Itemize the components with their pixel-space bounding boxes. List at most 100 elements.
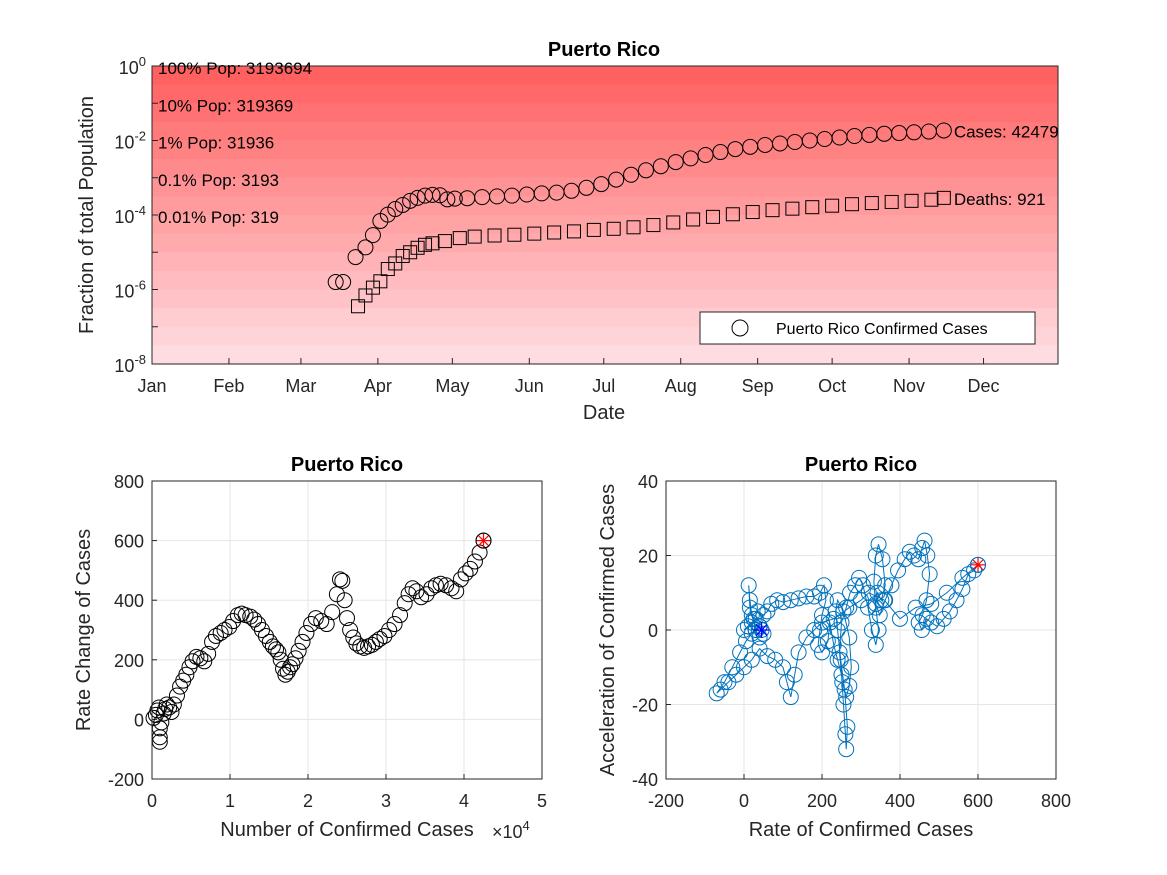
population-band bbox=[152, 66, 1058, 86]
br-data-point bbox=[839, 718, 856, 735]
top-x-tick-label: Jul bbox=[592, 376, 615, 396]
br-data-point bbox=[817, 592, 834, 609]
population-band bbox=[152, 84, 1058, 104]
legend-box bbox=[699, 311, 1036, 345]
cases-marker bbox=[935, 122, 952, 139]
bl-data-point bbox=[452, 571, 469, 588]
br-data-point bbox=[829, 651, 846, 668]
br-data-point bbox=[851, 569, 868, 586]
br-data-point bbox=[838, 599, 855, 616]
bl-data-point bbox=[339, 610, 355, 627]
br-y-tick-label: 20 bbox=[638, 547, 658, 567]
deaths-marker bbox=[825, 198, 840, 213]
cases-marker bbox=[327, 274, 344, 291]
deaths-marker bbox=[437, 234, 452, 249]
br-data-point bbox=[923, 595, 940, 612]
top-chart-panel: Jan Feb Mar Apr May Jun Jul Aug Sep Oct Nov Dec 100 1… bbox=[76, 39, 1059, 424]
br-series-line-markers bbox=[708, 532, 986, 758]
top-x-tick-label: May bbox=[435, 376, 469, 396]
br-data-point bbox=[923, 614, 940, 631]
bl-data-point bbox=[443, 580, 460, 597]
bl-data-point bbox=[178, 666, 195, 683]
top-annotations: 100% Pop: 3193694 10% Pop: 319369 1% Pop: … bbox=[158, 59, 1059, 227]
bl-data-point bbox=[268, 641, 285, 658]
bl-data-point bbox=[221, 619, 238, 636]
bl-data-point bbox=[386, 616, 403, 633]
top-x-tick-label: Apr bbox=[364, 376, 392, 396]
bl-y-tick-label: 600 bbox=[114, 532, 144, 552]
br-data-point bbox=[892, 610, 908, 627]
population-band bbox=[152, 103, 1058, 123]
br-data-point bbox=[918, 610, 935, 627]
top-x-tick-label: Sep bbox=[742, 376, 774, 396]
bl-data-point bbox=[196, 653, 213, 670]
cases-marker bbox=[578, 179, 595, 196]
bl-data-point bbox=[298, 624, 315, 641]
bl-y-tick-label: 0 bbox=[134, 710, 144, 730]
population-band bbox=[152, 215, 1058, 235]
br-data-point bbox=[874, 551, 891, 568]
cases-end-label: Cases: 42479 bbox=[954, 122, 1059, 141]
bl-highlight-circle bbox=[475, 532, 492, 549]
br-end-point-star-stroke bbox=[972, 559, 984, 571]
bl-data-point bbox=[371, 630, 388, 647]
deaths-marker bbox=[452, 231, 467, 246]
br-data-point bbox=[741, 599, 758, 616]
cases-marker bbox=[387, 201, 404, 218]
cases-marker bbox=[357, 239, 374, 256]
cases-marker bbox=[402, 192, 419, 209]
br-data-point bbox=[863, 622, 880, 638]
bl-data-point bbox=[334, 572, 351, 589]
br-data-point bbox=[966, 562, 983, 579]
br-y-axis-label: Acceleration of Confirmed Cases bbox=[597, 484, 619, 776]
top-series-markers bbox=[327, 122, 952, 314]
bl-y-tick-label: 400 bbox=[114, 591, 144, 611]
top-y-tick-label: 100 bbox=[119, 54, 146, 78]
bl-y-axis-label: Rate Change of Cases bbox=[73, 529, 95, 731]
br-data-point bbox=[910, 614, 927, 631]
br-data-point bbox=[831, 644, 848, 661]
br-data-point bbox=[876, 592, 893, 609]
br-data-point bbox=[919, 547, 936, 564]
bl-data-point bbox=[212, 624, 229, 641]
bl-data-point bbox=[331, 571, 348, 588]
br-data-point bbox=[769, 592, 786, 609]
deaths-marker bbox=[467, 229, 482, 244]
bl-data-point bbox=[324, 604, 341, 621]
bl-data-point bbox=[381, 622, 398, 638]
br-data-point bbox=[843, 659, 860, 676]
br-data-point bbox=[836, 681, 853, 698]
population-level-label: 0.01% Pop: 319 bbox=[158, 208, 279, 227]
population-level-label: 10% Pop: 319369 bbox=[158, 96, 293, 115]
deaths-marker bbox=[373, 274, 388, 289]
deaths-marker bbox=[388, 256, 403, 271]
br-y-tick-label: 0 bbox=[648, 621, 658, 641]
deaths-marker bbox=[904, 193, 919, 208]
br-chart-title: Puerto Rico bbox=[805, 454, 917, 476]
population-level-label: 0.1% Pop: 3193 bbox=[158, 171, 279, 190]
br-data-point bbox=[834, 674, 851, 691]
bl-data-point bbox=[168, 687, 185, 704]
population-level-label: 1% Pop: 31936 bbox=[158, 134, 274, 153]
br-data-point bbox=[810, 636, 827, 653]
bl-data-point bbox=[448, 583, 465, 600]
deaths-marker bbox=[705, 209, 720, 224]
cases-marker bbox=[623, 166, 640, 183]
top-x-tick-label: Jan bbox=[137, 376, 166, 396]
bl-data-point bbox=[270, 644, 287, 661]
bl-data-point bbox=[163, 703, 180, 720]
population-band bbox=[152, 140, 1058, 160]
deaths-marker bbox=[864, 196, 879, 211]
bl-x-tick-label: 3 bbox=[381, 791, 391, 811]
cases-marker bbox=[608, 171, 625, 188]
br-y-tick-label: -20 bbox=[632, 696, 658, 716]
br-data-point bbox=[918, 592, 935, 609]
cases-marker bbox=[593, 176, 610, 193]
bl-data-point bbox=[246, 611, 263, 628]
br-data-point bbox=[782, 592, 799, 609]
bl-data-point bbox=[348, 635, 365, 652]
top-x-tick-label: Dec bbox=[968, 376, 1000, 396]
